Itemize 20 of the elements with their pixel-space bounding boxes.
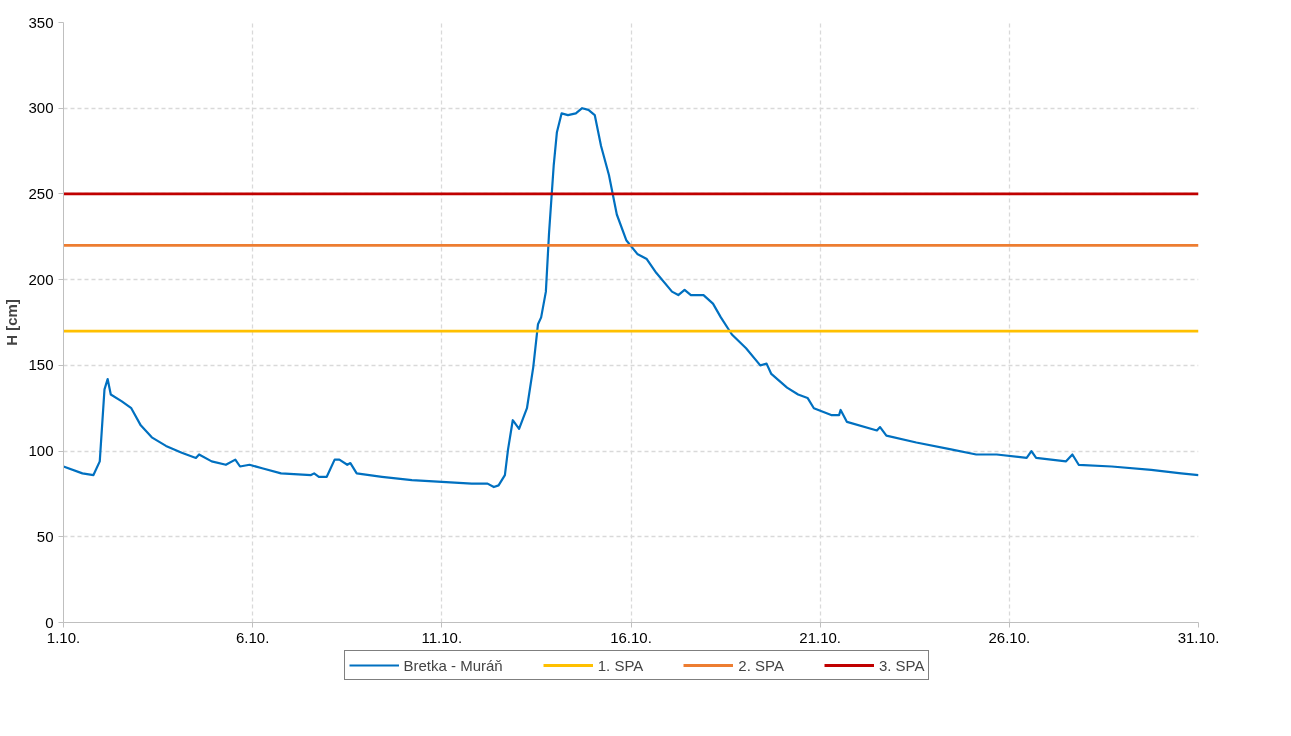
x-tick-label: 16.10. <box>610 628 652 646</box>
legend-label: 2. SPA <box>738 656 784 674</box>
legend-label: 3. SPA <box>878 656 925 674</box>
x-tick-label: 11.10. <box>421 628 463 646</box>
y-tick-label: 150 <box>28 356 54 374</box>
y-axis-title: H [cm] <box>3 299 21 346</box>
legend-label: Bretka - Muráň <box>403 656 503 674</box>
y-tick-label: 250 <box>28 184 54 202</box>
y-tick-label: 200 <box>28 270 54 288</box>
x-tick-label: 1.10. <box>46 628 81 646</box>
x-tick-label: 31.10. <box>1177 628 1220 646</box>
y-tick-label: 300 <box>28 99 54 117</box>
y-tick-label: 100 <box>28 442 54 460</box>
y-tick-label: 50 <box>36 527 54 545</box>
x-tick-label: 6.10. <box>235 628 270 646</box>
x-tick-label: 21.10. <box>799 628 842 646</box>
x-tick-label: 26.10. <box>988 628 1031 646</box>
y-tick-label: 350 <box>28 13 54 31</box>
legend-label: 1. SPA <box>597 656 644 674</box>
y-tick-label: 0 <box>45 613 54 631</box>
